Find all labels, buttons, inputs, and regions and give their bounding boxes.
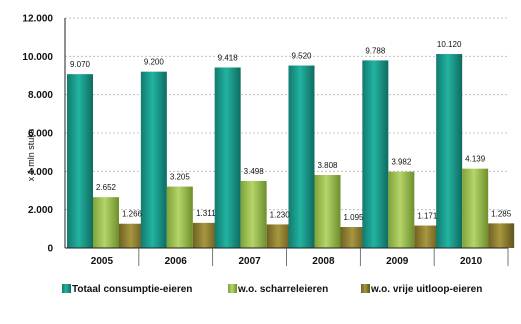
data-label: 1.285 xyxy=(491,209,512,218)
bar-w-o-scharreleieren-2009 xyxy=(388,171,415,248)
data-label: 9.200 xyxy=(144,58,165,67)
legend-item: w.o. scharreleieren xyxy=(228,284,328,295)
bar-totaal-consumptie-eieren-2009 xyxy=(362,60,389,248)
legend-label: w.o. vrije uitloop-eieren xyxy=(370,284,482,295)
data-label: 9.788 xyxy=(365,46,386,55)
legend-item: w.o. vrije uitloop-eieren xyxy=(361,284,482,295)
legend-swatch xyxy=(228,284,237,293)
x-category-label: 2009 xyxy=(386,256,409,267)
bar-totaal-consumptie-eieren-2007 xyxy=(214,67,241,248)
bar-w-o-vrije-uitloop-eieren-2007 xyxy=(266,224,293,248)
x-category-label: 2010 xyxy=(460,256,483,267)
bar-totaal-consumptie-eieren-2005 xyxy=(67,74,93,249)
y-tick-label: 2.000 xyxy=(28,205,53,216)
x-category-label: 2008 xyxy=(312,256,335,267)
data-label: 1.266 xyxy=(122,210,143,219)
data-label: 3.808 xyxy=(317,161,338,170)
legend: Totaal consumptie-eieren w.o. scharreleie… xyxy=(62,284,482,295)
y-axis: 0 2.000 4.000 6.000 8.000 10.000 12.000 xyxy=(22,14,66,255)
bar-w-o-scharreleieren-2006 xyxy=(166,186,193,248)
bar-totaal-consumptie-eieren-2006 xyxy=(140,71,167,249)
bar-w-o-scharreleieren-2007 xyxy=(240,180,267,248)
bar-w-o-vrije-uitloop-eieren-2006 xyxy=(192,222,219,248)
data-label: 1.095 xyxy=(343,213,364,222)
y-tick-label: 10.000 xyxy=(22,52,53,63)
bar-w-o-vrije-uitloop-eieren-2008 xyxy=(340,227,367,248)
bar-totaal-consumptie-eieren-2008 xyxy=(288,65,315,249)
data-label: 3.498 xyxy=(244,167,265,176)
data-label: 1.230 xyxy=(270,210,291,219)
data-label: 9.070 xyxy=(70,60,91,69)
data-label: 3.205 xyxy=(170,173,191,182)
legend-item: Totaal consumptie-eieren xyxy=(62,284,192,295)
x-category-label: 2007 xyxy=(238,256,261,267)
y-axis-title: x 1 mln stuks xyxy=(26,128,36,181)
y-tick-label: 4.000 xyxy=(28,167,53,178)
data-label: 10.120 xyxy=(437,40,462,49)
x-category-label: 2006 xyxy=(165,256,188,267)
bar-w-o-vrije-uitloop-eieren-2010 xyxy=(488,223,515,248)
legend-label: w.o. scharreleieren xyxy=(237,284,328,295)
bar-w-o-scharreleieren-2010 xyxy=(462,168,489,248)
legend-swatch xyxy=(62,284,71,293)
bar-totaal-consumptie-eieren-2010 xyxy=(436,54,463,249)
legend-swatch xyxy=(361,284,370,293)
data-labels: 9.070 2.652 1.266 9.200 3.205 1.311 9.418 3.498… xyxy=(70,40,512,222)
bar-w-o-vrije-uitloop-eieren-2005 xyxy=(119,223,145,248)
legend-label: Totaal consumptie-eieren xyxy=(72,284,192,295)
bar-w-o-scharreleieren-2008 xyxy=(314,175,341,248)
data-label: 3.982 xyxy=(391,158,412,167)
bar-w-o-vrije-uitloop-eieren-2009 xyxy=(414,225,441,248)
x-category-label: 2005 xyxy=(91,256,114,267)
data-label: 2.652 xyxy=(96,183,117,192)
y-tick-label: 0 xyxy=(47,244,53,255)
data-label: 1.171 xyxy=(417,212,438,221)
y-tick-label: 8.000 xyxy=(28,90,53,101)
y-tick-label: 12.000 xyxy=(22,14,53,25)
data-label: 4.139 xyxy=(465,155,486,164)
gridlines xyxy=(65,17,508,211)
data-label: 9.520 xyxy=(291,52,312,61)
data-label: 9.418 xyxy=(218,53,239,62)
y-tick-label: 6.000 xyxy=(28,129,53,140)
bar-w-o-scharreleieren-2005 xyxy=(93,197,119,248)
data-label: 1.311 xyxy=(196,209,216,218)
bars xyxy=(67,54,515,249)
x-axis: 2005 2006 2007 2008 2009 2010 xyxy=(65,247,509,267)
